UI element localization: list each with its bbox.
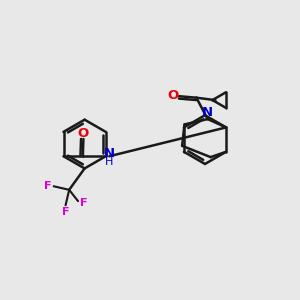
Text: F: F — [80, 198, 88, 208]
Text: F: F — [44, 181, 52, 191]
Text: O: O — [78, 127, 89, 140]
Text: N: N — [104, 147, 115, 161]
Text: F: F — [62, 207, 69, 217]
Text: N: N — [202, 106, 213, 119]
Text: O: O — [167, 89, 178, 102]
Text: H: H — [105, 157, 113, 167]
